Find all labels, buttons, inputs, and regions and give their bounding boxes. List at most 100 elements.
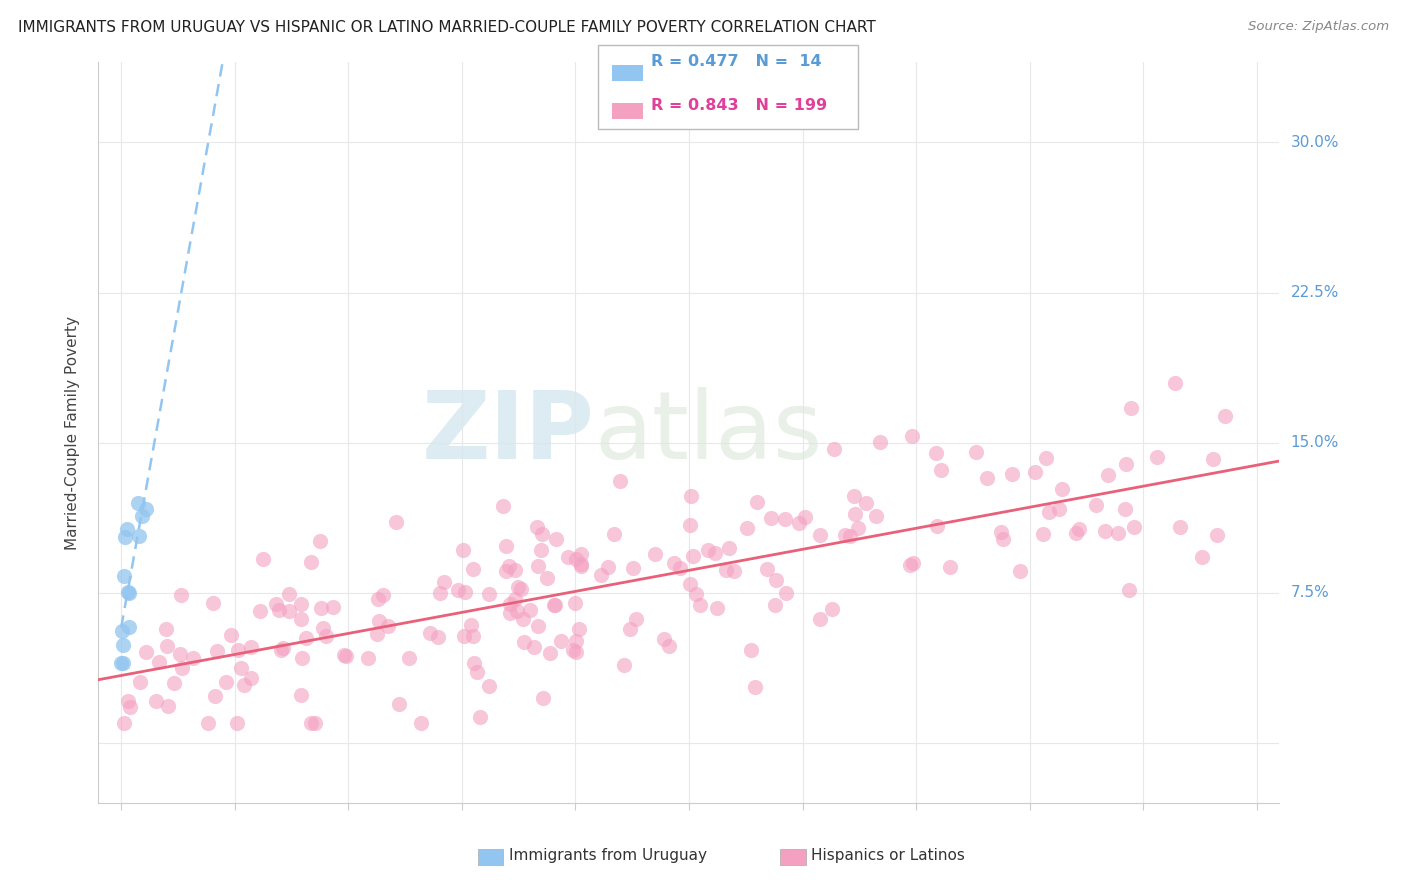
Point xyxy=(679,489,702,503)
Point xyxy=(110,656,132,670)
Point xyxy=(557,549,579,564)
Point xyxy=(609,475,631,489)
Point xyxy=(495,539,517,553)
Point xyxy=(117,585,139,599)
Point xyxy=(112,569,135,583)
Point xyxy=(523,640,546,654)
Point xyxy=(170,661,193,675)
Point xyxy=(565,645,588,659)
Point xyxy=(718,541,741,555)
Point xyxy=(619,622,641,636)
Point xyxy=(901,556,924,570)
Point xyxy=(426,630,449,644)
Point xyxy=(550,634,572,648)
Point xyxy=(240,640,263,655)
Point xyxy=(204,689,226,703)
Point xyxy=(664,557,686,571)
Point xyxy=(621,561,644,575)
Point xyxy=(869,434,891,449)
Point xyxy=(368,614,391,628)
Point xyxy=(112,715,135,730)
Point xyxy=(966,444,988,458)
Point xyxy=(148,655,170,669)
Point xyxy=(506,580,529,594)
Point xyxy=(333,648,356,662)
Point xyxy=(1115,457,1137,471)
Point xyxy=(299,715,322,730)
Point xyxy=(367,591,389,606)
Point xyxy=(1069,522,1091,536)
Point xyxy=(290,597,312,611)
Point xyxy=(1202,452,1225,467)
Point xyxy=(465,665,488,679)
Point xyxy=(564,597,586,611)
Point xyxy=(569,558,592,573)
Point xyxy=(526,619,548,633)
Point xyxy=(377,619,399,633)
Point xyxy=(596,559,619,574)
Point xyxy=(499,597,522,611)
Point xyxy=(1084,498,1107,512)
Point xyxy=(1032,527,1054,541)
Text: 7.5%: 7.5% xyxy=(1291,585,1329,600)
Point xyxy=(1050,482,1073,496)
Text: ZIP: ZIP xyxy=(422,386,595,479)
Text: Source: ZipAtlas.com: Source: ZipAtlas.com xyxy=(1249,20,1389,33)
Point xyxy=(335,648,357,663)
Point xyxy=(603,527,626,541)
Text: atlas: atlas xyxy=(595,386,823,479)
Point xyxy=(844,507,866,521)
Point xyxy=(538,646,561,660)
Point xyxy=(1008,564,1031,578)
Point xyxy=(865,509,887,524)
Point xyxy=(157,699,180,714)
Point xyxy=(571,558,593,572)
Point xyxy=(747,495,769,509)
Point xyxy=(447,583,470,598)
Point xyxy=(252,551,274,566)
Point xyxy=(290,612,312,626)
Point xyxy=(117,586,139,600)
Point xyxy=(385,515,408,529)
Point xyxy=(499,606,522,620)
Point xyxy=(454,584,477,599)
Point xyxy=(763,599,786,613)
Text: R = 0.843   N = 199: R = 0.843 N = 199 xyxy=(651,98,827,113)
Point xyxy=(679,577,702,591)
Point xyxy=(821,602,844,616)
Point xyxy=(704,546,727,560)
Point xyxy=(568,622,591,636)
Point xyxy=(461,562,484,576)
Point xyxy=(112,656,135,670)
Point xyxy=(689,599,711,613)
Point xyxy=(503,591,526,606)
Point xyxy=(233,678,256,692)
Point xyxy=(463,656,485,670)
Point xyxy=(759,511,782,525)
Point xyxy=(128,529,150,543)
Point xyxy=(823,442,845,456)
Point xyxy=(498,559,520,574)
Point xyxy=(118,620,141,634)
Point xyxy=(239,671,262,685)
Point xyxy=(409,715,432,730)
Point xyxy=(299,555,322,569)
Point xyxy=(111,624,134,638)
Point xyxy=(129,674,152,689)
Point xyxy=(706,601,728,615)
Point xyxy=(478,679,501,693)
Point xyxy=(1205,527,1227,541)
Point xyxy=(519,603,541,617)
Point xyxy=(1001,467,1024,481)
Point xyxy=(419,625,441,640)
Point xyxy=(1047,501,1070,516)
Point xyxy=(1146,450,1168,464)
Point xyxy=(226,643,249,657)
Point xyxy=(1213,409,1236,423)
Point xyxy=(1119,401,1142,416)
Point xyxy=(1114,502,1136,516)
Point xyxy=(834,527,856,541)
Point xyxy=(1107,526,1129,541)
Point xyxy=(543,598,565,612)
Point xyxy=(765,573,787,587)
